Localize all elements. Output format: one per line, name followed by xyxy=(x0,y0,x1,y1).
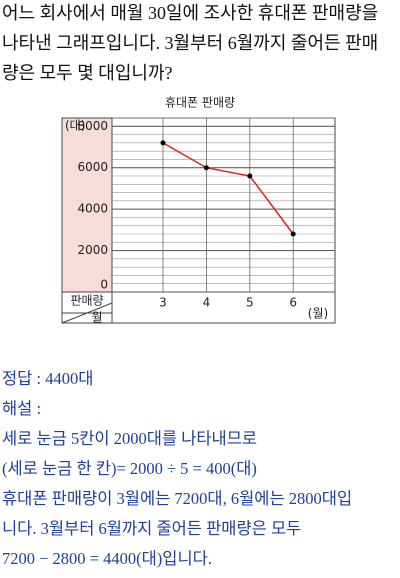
data-point xyxy=(290,231,296,237)
y-tick-label: 8000 xyxy=(77,119,108,133)
chart-title: 휴대폰 판매량 xyxy=(165,96,235,110)
question-line: 량은 모두 몇 대입니까? xyxy=(2,63,173,83)
y-tick-label: 4000 xyxy=(77,202,108,216)
y-tick-label: 2000 xyxy=(77,243,108,257)
question-line: 나타낸 그래프입니다. 3월부터 6월까지 줄어든 판매 xyxy=(2,33,378,53)
corner-label: 판매량 xyxy=(70,294,103,308)
x-tick-label: 6 xyxy=(289,296,297,310)
data-point xyxy=(160,140,166,146)
data-point xyxy=(247,173,253,179)
x-tick-label: 5 xyxy=(246,296,254,310)
answer-line: 휴대폰 판매량이 3월에는 7200대, 6월에는 2800대입 xyxy=(2,489,352,508)
answer-line: 7200 − 2800 = 4400(대)입니다. xyxy=(2,549,212,568)
corner-label: 월 xyxy=(91,311,102,325)
data-point xyxy=(203,165,209,171)
answer-line: 니다. 3월부터 6월까지 줄어든 판매량은 모두 xyxy=(2,519,301,538)
label-column xyxy=(62,118,112,292)
answer-line: 세로 눈금 5칸이 2000대를 나타내므로 xyxy=(2,429,257,448)
question-line: 어느 회사에서 매월 30일에 조사한 휴대폰 판매량을 xyxy=(2,3,378,23)
y-axis-label: (대) xyxy=(65,119,85,133)
corner-diagonal xyxy=(61,302,113,324)
answer-line: 정답 : 4400대 xyxy=(2,369,93,388)
y-tick-label: 0 xyxy=(100,278,108,292)
y-tick-label: 6000 xyxy=(77,160,108,174)
x-axis-label: (월) xyxy=(308,307,328,321)
data-line xyxy=(162,142,294,235)
answer-line: 해설 : xyxy=(2,399,41,418)
x-tick-label: 3 xyxy=(159,296,167,310)
x-tick-label: 4 xyxy=(203,296,211,310)
answer-line: (세로 눈금 한 칸)= 2000 ÷ 5 = 400(대) xyxy=(2,459,257,478)
